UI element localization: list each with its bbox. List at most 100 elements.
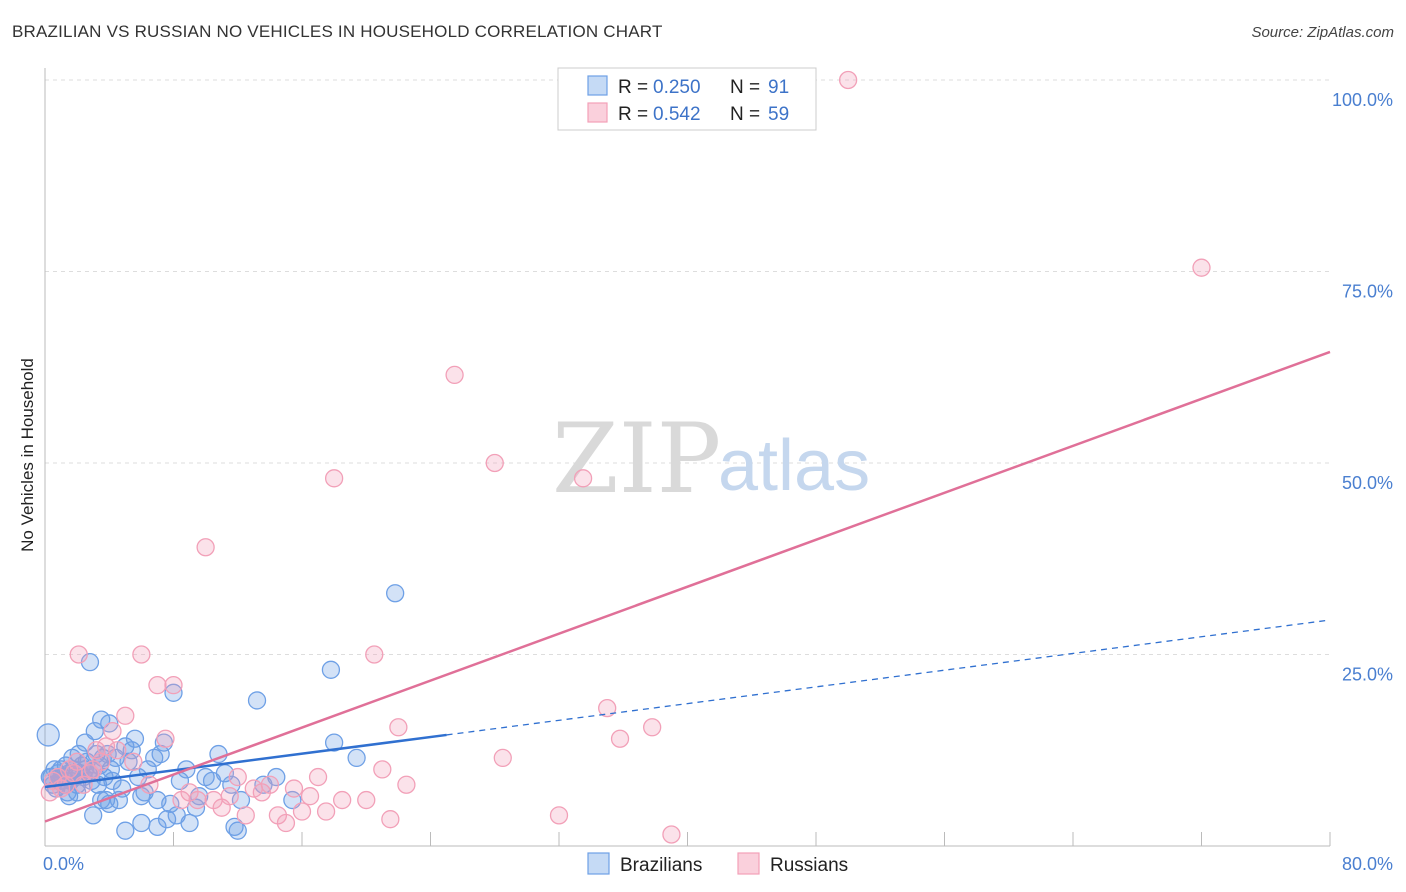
russians-point [373, 760, 392, 779]
russians-point [220, 787, 239, 806]
russians-point [124, 752, 143, 771]
russians-trend-line [44, 350, 1331, 823]
russians-point [103, 721, 122, 741]
brazilians-point [180, 813, 199, 833]
russians-point [284, 779, 304, 798]
brazilians-point [324, 733, 344, 752]
russians-point [132, 645, 151, 664]
watermark: ZIP atlas [552, 403, 870, 515]
russians-point [838, 70, 858, 90]
russians-point [324, 469, 344, 488]
russians-point [365, 645, 384, 664]
y-tick-label-0: 100.0% [1332, 90, 1393, 110]
y-tick-labels: 100.0% 75.0% 50.0% 25.0% [1332, 90, 1393, 685]
russians-point [493, 748, 512, 768]
stats-r-label-1: R = [618, 104, 648, 125]
russians-point [228, 767, 247, 787]
legend-russians-label: Russians [770, 855, 848, 876]
brazilians-point [132, 813, 151, 833]
brazilians-swatch-icon [587, 75, 608, 96]
russians-point [260, 775, 280, 794]
russians-swatch-icon [587, 102, 608, 123]
russians-point [87, 741, 106, 760]
russians-point [333, 790, 352, 810]
russians-point [196, 538, 215, 557]
brazilians-point [228, 821, 247, 840]
chart-source: Source: ZipAtlas.com [1251, 24, 1394, 41]
stats-r-value-1: 0.542 [653, 104, 701, 125]
gridlines [45, 79, 1330, 655]
russians-point [662, 825, 681, 844]
brazilians-point [321, 660, 341, 679]
russians-point [69, 645, 88, 664]
russians-point [485, 453, 504, 473]
russians-point [389, 718, 408, 737]
russians-point [300, 787, 320, 806]
stats-n-value-0: 91 [768, 77, 789, 98]
brazilians-point [36, 723, 60, 747]
russians-point [357, 790, 376, 810]
brazilians-point [122, 741, 141, 760]
trend-lines [44, 350, 1331, 823]
series-legend: Brazilians Russians [587, 852, 848, 876]
russians-point [397, 775, 416, 794]
brazilians-point [247, 691, 267, 710]
russians-point [549, 806, 569, 825]
y-tick-label-1: 75.0% [1342, 282, 1393, 302]
russians-points [40, 70, 1211, 844]
stats-n-label-0: N = [730, 77, 760, 98]
legend-brazilians-icon [587, 852, 610, 875]
brazilians-trend-extension [446, 619, 1331, 736]
russians-point [308, 767, 328, 787]
stats-n-label-1: N = [730, 104, 760, 125]
brazilians-trend-line [44, 733, 447, 789]
russians-point [148, 675, 167, 695]
russians-point [573, 469, 593, 488]
stats-legend: R = 0.250 N = 91 R = 0.542 N = 59 [557, 67, 817, 131]
russians-point [188, 790, 207, 810]
brazilians-point [186, 798, 206, 817]
russians-point [156, 729, 175, 748]
russians-point [116, 706, 135, 725]
x-tick-label-1: 80.0% [1342, 854, 1393, 874]
russians-point [96, 737, 116, 756]
russians-point [610, 729, 630, 748]
axes [44, 68, 1331, 847]
watermark-atlas: atlas [718, 426, 870, 506]
russians-point [164, 675, 183, 695]
brazilians-point [84, 806, 103, 825]
watermark-zip: ZIP [552, 403, 721, 515]
brazilians-point [85, 721, 104, 741]
russians-point [316, 802, 336, 821]
russians-point [236, 806, 255, 825]
chart-title: BRAZILIAN VS RUSSIAN NO VEHICLES IN HOUS… [12, 22, 663, 41]
legend-brazilians-label: Brazilians [620, 855, 702, 876]
brazilians-point [161, 794, 180, 814]
russians-point [292, 802, 312, 821]
stats-r-value-0: 0.250 [653, 77, 701, 98]
russians-point [381, 810, 400, 829]
brazilians-point [125, 729, 145, 748]
y-tick-label-3: 25.0% [1342, 665, 1393, 685]
stats-r-label-0: R = [618, 77, 648, 98]
brazilians-point [157, 810, 177, 829]
x-tick-label-0: 0.0% [43, 854, 84, 874]
brazilians-point [347, 748, 366, 768]
russians-point [276, 813, 296, 833]
russians-point [445, 365, 464, 385]
stats-n-value-1: 59 [768, 104, 789, 125]
russians-point [108, 741, 127, 760]
brazilians-point [386, 584, 405, 603]
brazilians-point [119, 752, 138, 771]
brazilians-point [148, 817, 167, 836]
y-tick-label-2: 50.0% [1342, 473, 1393, 493]
x-tick-labels: 0.0% 80.0% [43, 854, 1393, 874]
russians-point [67, 752, 87, 771]
brazilians-point [116, 821, 135, 840]
brazilians-point [164, 683, 183, 702]
russians-point [1192, 258, 1211, 277]
russians-point [92, 752, 111, 771]
russians-point [643, 718, 662, 737]
legend-russians-icon [737, 852, 760, 875]
